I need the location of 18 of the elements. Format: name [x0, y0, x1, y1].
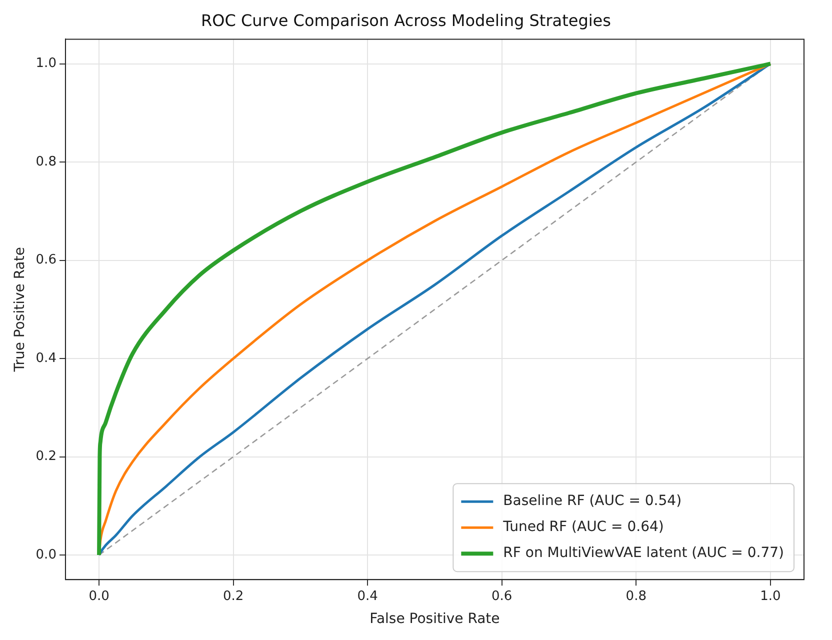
x-tick-label: 0.0 [88, 588, 110, 604]
chart-title: ROC Curve Comparison Across Modeling Strategies [201, 10, 611, 30]
x-axis-title: False Positive Rate [370, 611, 500, 628]
y-axis-title: True Positive Rate [12, 247, 28, 373]
x-tick-label: 0.6 [492, 588, 512, 604]
legend-label: Tuned RF (AUC = 0.64) [502, 519, 664, 536]
x-tick-label: 0.2 [222, 588, 244, 604]
y-tick-label: 0.2 [36, 449, 56, 464]
legend-label: Baseline RF (AUC = 0.54) [503, 493, 682, 510]
y-tick-label: 1.0 [36, 56, 56, 72]
y-tick-label: 0.0 [36, 547, 56, 562]
x-tick-label: 0.8 [626, 588, 646, 604]
legend-label: RF on MultiViewVAE latent (AUC = 0.77) [503, 545, 784, 562]
x-tick-label: 0.4 [357, 588, 378, 604]
x-tick-label: 1.0 [760, 588, 781, 604]
y-tick-label: 0.4 [36, 350, 56, 366]
y-tick-label: 0.6 [36, 252, 56, 268]
y-tick-label: 0.8 [36, 154, 56, 170]
